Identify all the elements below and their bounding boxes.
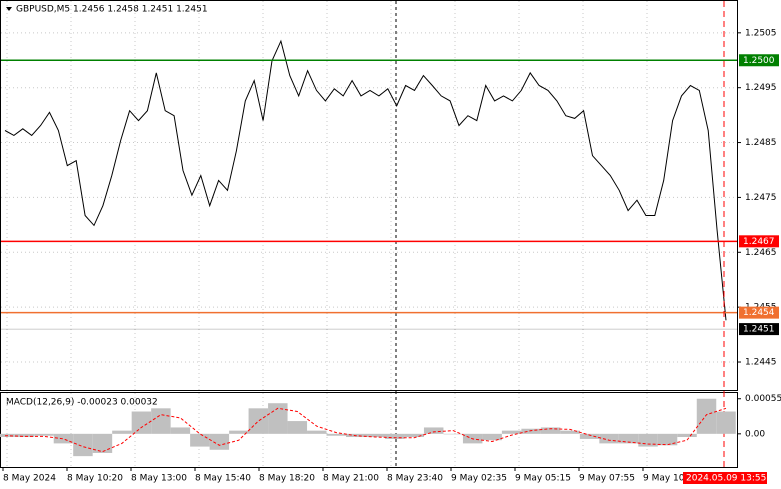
macd-bar bbox=[618, 433, 639, 444]
cursor-label-bg bbox=[683, 472, 767, 484]
y-tick-label: 1.2465 bbox=[745, 248, 777, 258]
level-label: 1.2500 bbox=[743, 56, 775, 66]
price-panel bbox=[0, 0, 738, 391]
macd-bar bbox=[92, 433, 113, 453]
x-tick-label: 8 May 13:00 bbox=[131, 474, 187, 484]
macd-panel bbox=[0, 392, 738, 468]
level-label: 1.2467 bbox=[743, 237, 775, 247]
macd-bar bbox=[287, 421, 308, 434]
macd-bar bbox=[657, 433, 678, 446]
y-tick-label: 1.2445 bbox=[745, 358, 777, 368]
y-tick-label: 1.2505 bbox=[745, 28, 777, 38]
macd-bar bbox=[151, 408, 171, 434]
macd-bar bbox=[696, 398, 717, 434]
macd-bar bbox=[365, 433, 385, 438]
x-tick-label: 9 May 05:15 bbox=[515, 474, 571, 484]
x-tick-label: 8 May 21:00 bbox=[323, 474, 379, 484]
macd-bar bbox=[384, 433, 405, 439]
macd-bar bbox=[482, 433, 502, 441]
x-tick-label: 9 May 02:35 bbox=[451, 474, 507, 484]
macd-bar bbox=[326, 433, 347, 436]
chart-title: GBPUSD,M5 1.2456 1.2458 1.2451 1.2451 bbox=[16, 5, 208, 15]
macd-bar bbox=[579, 433, 600, 439]
macd-bar bbox=[53, 433, 74, 444]
x-tick-label: 8 May 23:40 bbox=[387, 474, 443, 484]
macd-bar bbox=[170, 427, 191, 434]
level-label-bg bbox=[739, 306, 779, 319]
macd-bar bbox=[560, 430, 580, 434]
macd-bar bbox=[521, 428, 541, 434]
menu-arrow bbox=[6, 7, 12, 11]
x-tick-label: 8 May 15:40 bbox=[195, 474, 251, 484]
y-tick-label: 1.2495 bbox=[745, 83, 777, 93]
signal-line bbox=[4, 407, 727, 453]
y-tick-label: 0.00 bbox=[745, 429, 765, 439]
level-label: 1.2454 bbox=[743, 308, 775, 318]
macd-bar bbox=[404, 433, 424, 438]
macd-bar bbox=[501, 430, 522, 434]
macd-bar bbox=[599, 433, 619, 444]
macd-bar bbox=[73, 433, 93, 457]
macd-bar bbox=[540, 427, 561, 434]
y-tick-label: 0.00055 bbox=[745, 394, 781, 404]
macd-bar bbox=[112, 430, 132, 434]
cursor-label: 2024.05.09 13:55 bbox=[686, 474, 766, 484]
level-label-bg bbox=[739, 235, 779, 248]
macd-bar bbox=[34, 433, 54, 436]
macd-bar bbox=[248, 408, 269, 434]
macd-bar bbox=[14, 433, 35, 438]
x-tick-label: 9 May 10:35 bbox=[643, 474, 699, 484]
macd-title: MACD(12,26,9) -0.00023 0.00032 bbox=[6, 398, 158, 408]
x-tick-label: 8 May 10:20 bbox=[67, 474, 123, 484]
macd-bar bbox=[307, 430, 327, 434]
price-line bbox=[4, 39, 727, 321]
level-label-bg bbox=[739, 323, 779, 336]
y-tick-label: 1.2475 bbox=[745, 193, 777, 203]
macd-bar bbox=[677, 433, 697, 438]
macd-bar bbox=[229, 430, 249, 434]
macd-bar bbox=[190, 433, 210, 447]
macd-bar bbox=[131, 411, 152, 434]
macd-bar bbox=[443, 433, 463, 435]
level-label: 1.2451 bbox=[743, 325, 775, 335]
level-label-bg bbox=[739, 54, 779, 67]
macd-bar bbox=[423, 427, 444, 434]
y-tick-label: 1.2485 bbox=[745, 138, 777, 148]
macd-bar bbox=[209, 433, 230, 450]
macd-bar bbox=[716, 411, 736, 434]
x-tick-label: 9 May 07:55 bbox=[579, 474, 635, 484]
x-tick-label: 8 May 18:20 bbox=[259, 474, 315, 484]
macd-bar bbox=[268, 403, 288, 434]
x-tick-label: 8 May 2024 bbox=[3, 474, 56, 484]
